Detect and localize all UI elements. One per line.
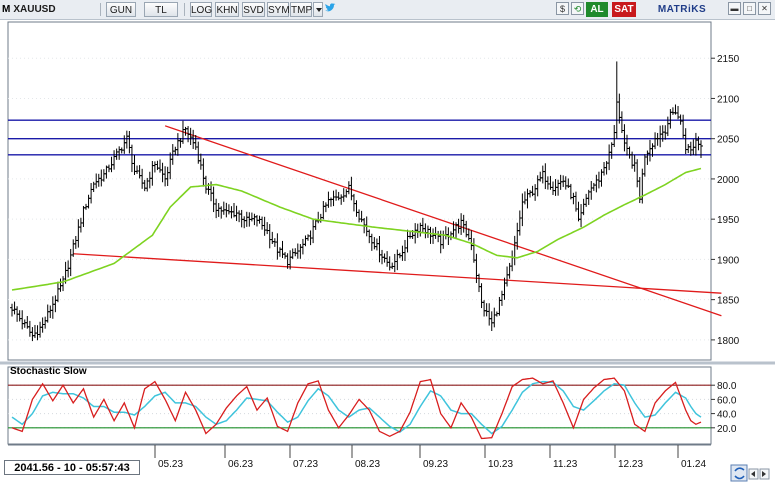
scroll-controls[interactable]	[730, 464, 770, 482]
price-tick-label: 1800	[717, 336, 740, 347]
stochastic-d-line	[11, 380, 702, 435]
price-tick-label: 2100	[717, 94, 740, 105]
sym-button[interactable]: SYM	[267, 2, 290, 17]
time-tick-label: 07.23	[293, 459, 318, 470]
svd-button[interactable]: SVD	[242, 2, 265, 17]
price-panel-border	[7, 21, 712, 361]
stochastic-panel	[8, 377, 711, 440]
refresh-icon[interactable]: ⟲	[571, 2, 584, 15]
crosshair-readout: 2041.56 - 10 - 05:57:43	[4, 460, 140, 475]
stochastic-tick-label: 60.0	[717, 395, 737, 406]
price-tick-label: 1850	[717, 296, 740, 307]
stochastic-k-line	[11, 377, 702, 440]
minimize-icon[interactable]: ▬	[728, 2, 741, 15]
maximize-icon[interactable]: □	[743, 2, 756, 15]
sync-icon-arrows[interactable]	[734, 467, 745, 480]
symbol-label[interactable]: M XAUUSD	[2, 2, 56, 17]
time-tick-label: 09.23	[423, 459, 448, 470]
stochastic-tick-label: 40.0	[717, 410, 737, 421]
stochastic-tick-label: 80.0	[717, 381, 737, 392]
price-tick-label: 2050	[717, 135, 740, 146]
scroll-right-arrow[interactable]	[762, 471, 766, 477]
stochastic-tick-label: 20.0	[717, 424, 737, 435]
price-bars	[10, 61, 703, 342]
price-tick-label: 1900	[717, 255, 740, 266]
toolbar-separator	[100, 3, 101, 16]
close-icon[interactable]: ✕	[758, 2, 771, 15]
time-tick-label: 01.24	[681, 459, 706, 470]
stochastic-panel-border	[7, 366, 712, 445]
bird-icon[interactable]	[324, 2, 336, 17]
price-tick-label: 2150	[717, 54, 740, 65]
trend-lines[interactable]	[73, 125, 722, 317]
price-bar	[699, 140, 703, 159]
chevron-down-icon[interactable]	[313, 2, 323, 17]
horizontal-levels[interactable]	[8, 119, 711, 156]
dollar-icon[interactable]: $	[556, 2, 569, 15]
time-tick-label: 11.23	[553, 459, 578, 470]
toolbar-separator	[184, 3, 185, 16]
time-tick-label: 05.23	[158, 459, 183, 470]
moving-average-line	[11, 167, 702, 291]
stochastic-title: Stochastic Slow	[10, 366, 87, 377]
trend-line	[73, 253, 722, 294]
chart-frame	[0, 21, 775, 445]
khn-button[interactable]: KHN	[215, 2, 239, 17]
tl-button[interactable]: TL	[144, 2, 178, 17]
price-tick-label: 2000	[717, 175, 740, 186]
symbol-text: XAUUSD	[13, 4, 56, 15]
gun-button[interactable]: GUN	[106, 2, 136, 17]
price-axis: 1800 1850 1900 1950 2000 2050 2100 2150	[711, 54, 740, 347]
price-tick-label: 1950	[717, 215, 740, 226]
tmp-button[interactable]: TMP	[290, 2, 312, 17]
menu-icon[interactable]: M	[2, 4, 11, 15]
time-tick-label: 08.23	[355, 459, 380, 470]
buy-button[interactable]: AL	[586, 2, 608, 17]
stochastic-axis: 20.0 40.0 60.0 80.0	[711, 381, 737, 435]
sell-button[interactable]: SAT	[612, 2, 636, 17]
toolbar: M XAUUSD GUN TL LOG KHN SVD SYM TMP $ ⟲ A…	[0, 0, 775, 20]
scroll-left-arrow[interactable]	[751, 471, 755, 477]
time-tick-label: 10.23	[488, 459, 513, 470]
trend-line	[164, 125, 722, 317]
log-button[interactable]: LOG	[190, 2, 212, 17]
time-tick-label: 06.23	[228, 459, 253, 470]
brand-logo: MATRiKS	[657, 4, 707, 15]
time-tick-label: 12.23	[618, 459, 643, 470]
